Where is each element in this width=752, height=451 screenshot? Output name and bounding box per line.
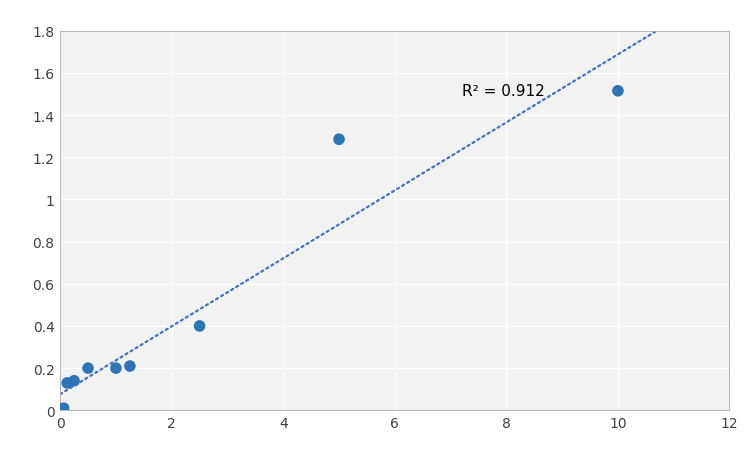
Point	[193, 322, 205, 330]
Point	[61, 379, 73, 387]
Point	[333, 136, 345, 143]
Text: R² = 0.912: R² = 0.912	[462, 84, 544, 99]
Point	[612, 88, 624, 95]
Point	[68, 377, 80, 385]
Point	[110, 365, 122, 372]
Point	[82, 365, 94, 372]
Point	[58, 405, 70, 412]
Point	[54, 406, 66, 413]
Point	[124, 363, 136, 370]
